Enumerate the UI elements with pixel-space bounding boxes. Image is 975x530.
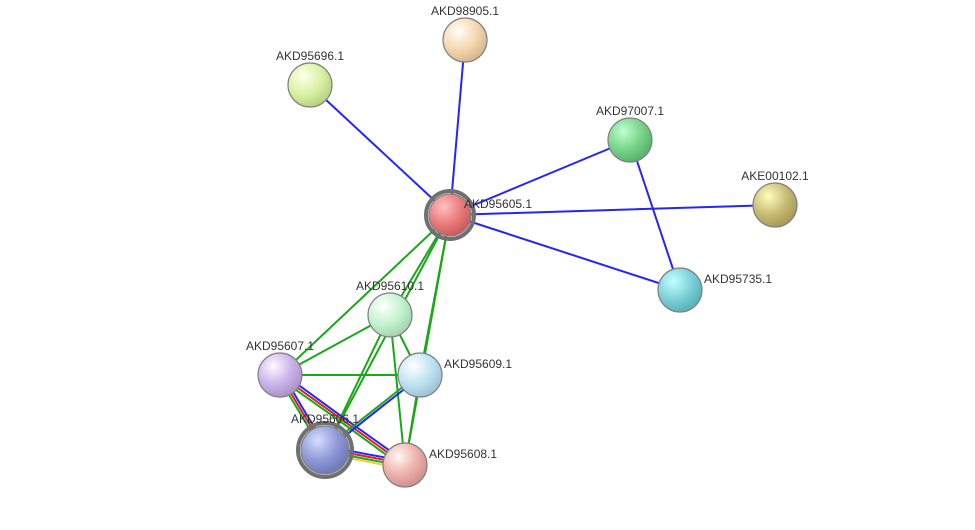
node-circle[interactable] — [383, 443, 427, 487]
edge — [450, 215, 680, 290]
node-label: AKD95609.1 — [444, 357, 512, 371]
edge — [450, 40, 465, 215]
node-label: AKD95696.1 — [276, 49, 344, 63]
node[interactable]: AKD95735.1 — [658, 268, 772, 312]
node-label: AKD95608.1 — [429, 447, 497, 461]
node[interactable]: AKD95696.1 — [276, 49, 344, 107]
node-label: AKD98905.1 — [431, 4, 499, 18]
node-circle[interactable] — [753, 183, 797, 227]
node-label: AKD95607.1 — [246, 339, 314, 353]
node-label: AKE00102.1 — [741, 169, 809, 183]
node[interactable]: AKD95606.1 — [291, 412, 359, 477]
node-label: AKD97007.1 — [596, 104, 664, 118]
node-circle[interactable] — [398, 353, 442, 397]
node-circle[interactable] — [608, 118, 652, 162]
node[interactable]: AKE00102.1 — [741, 169, 809, 227]
edge — [310, 85, 450, 215]
node[interactable]: AKD95608.1 — [383, 443, 497, 487]
node-label: AKD95605.1 — [464, 197, 532, 211]
network-graph[interactable]: AKD95605.1 AKD98905.1 AKD95696.1 AKD97007.1… — [0, 0, 975, 530]
node-circle[interactable] — [443, 18, 487, 62]
node-label: AKD95606.1 — [291, 412, 359, 426]
edges-layer — [277, 40, 775, 469]
node[interactable]: AKD95609.1 — [398, 353, 512, 397]
nodes-layer: AKD95605.1 AKD98905.1 AKD95696.1 AKD97007.1… — [246, 4, 809, 487]
node-label: AKD95610.1 — [356, 279, 424, 293]
node[interactable]: AKD97007.1 — [596, 104, 664, 162]
edge — [630, 140, 680, 290]
node-circle[interactable] — [368, 293, 412, 337]
node[interactable]: AKD98905.1 — [431, 4, 499, 62]
node-label: AKD95735.1 — [704, 272, 772, 286]
node-circle[interactable] — [288, 63, 332, 107]
node-circle[interactable] — [301, 426, 349, 474]
node-circle[interactable] — [258, 353, 302, 397]
node-circle[interactable] — [658, 268, 702, 312]
